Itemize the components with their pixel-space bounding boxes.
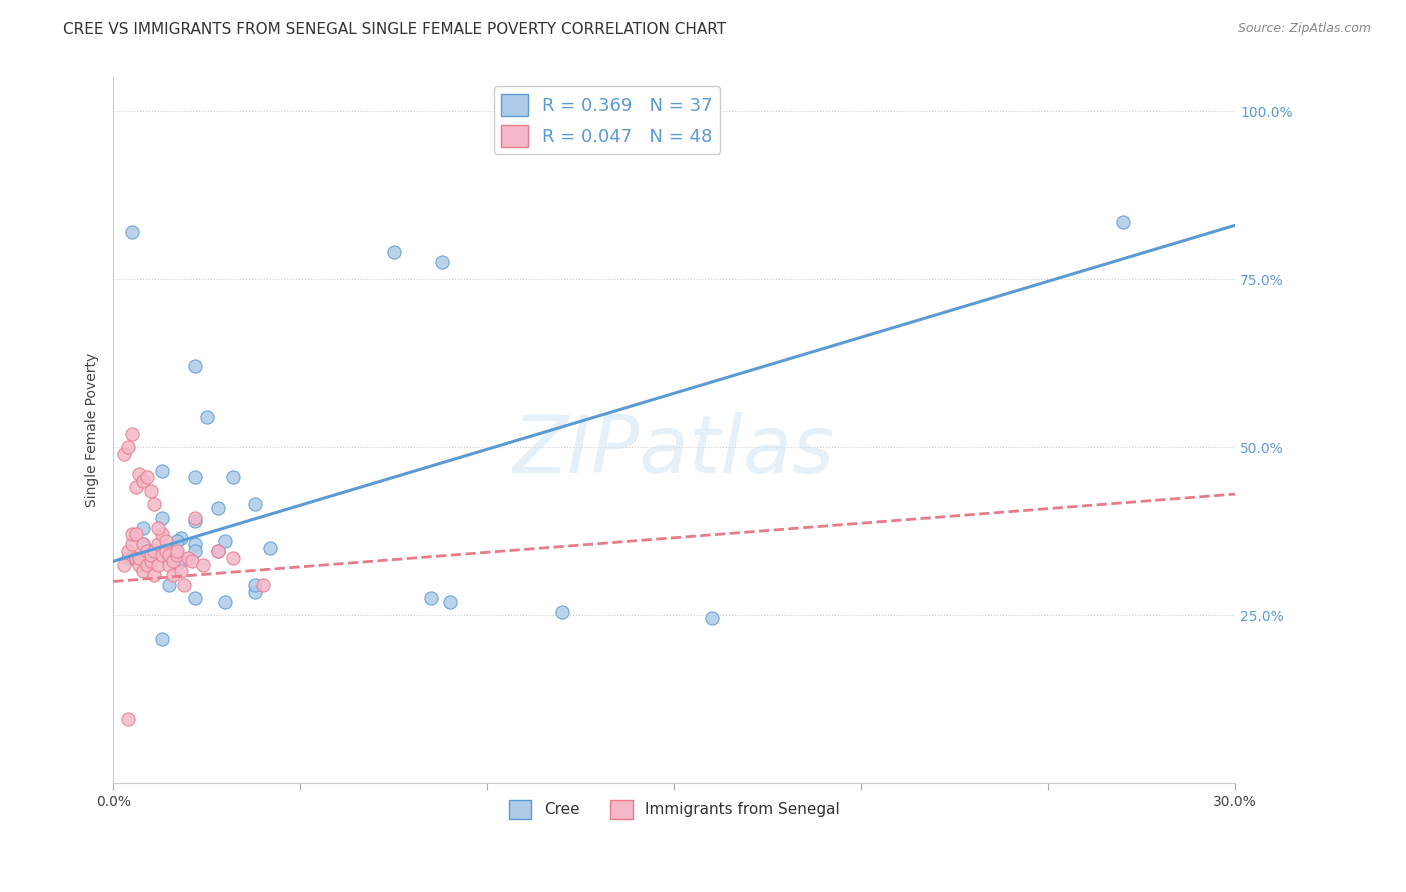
Point bbox=[132, 537, 155, 551]
Point bbox=[245, 497, 267, 511]
Point bbox=[150, 632, 173, 646]
Point bbox=[143, 544, 166, 558]
Point bbox=[135, 544, 157, 558]
Point bbox=[132, 565, 155, 579]
Point bbox=[184, 544, 207, 558]
Point bbox=[184, 514, 207, 528]
Point bbox=[117, 550, 139, 565]
Point bbox=[146, 537, 169, 551]
Point bbox=[150, 464, 173, 478]
Point bbox=[166, 534, 188, 549]
Point bbox=[207, 544, 229, 558]
Y-axis label: Single Female Poverty: Single Female Poverty bbox=[86, 353, 100, 508]
Point bbox=[157, 578, 180, 592]
Point bbox=[214, 534, 236, 549]
Point bbox=[245, 578, 267, 592]
Point bbox=[245, 584, 267, 599]
Point bbox=[143, 567, 166, 582]
Point bbox=[139, 544, 162, 558]
Point bbox=[166, 548, 188, 562]
Point bbox=[150, 510, 173, 524]
Point bbox=[184, 359, 207, 374]
Point bbox=[121, 537, 143, 551]
Point bbox=[169, 554, 191, 568]
Text: ZIPatlas: ZIPatlas bbox=[513, 412, 835, 491]
Point bbox=[259, 541, 281, 555]
Point bbox=[135, 558, 157, 572]
Point bbox=[184, 537, 207, 551]
Text: CREE VS IMMIGRANTS FROM SENEGAL SINGLE FEMALE POVERTY CORRELATION CHART: CREE VS IMMIGRANTS FROM SENEGAL SINGLE F… bbox=[63, 22, 727, 37]
Point bbox=[150, 548, 173, 562]
Point bbox=[382, 245, 405, 260]
Point bbox=[222, 550, 245, 565]
Point bbox=[177, 550, 200, 565]
Point bbox=[207, 544, 229, 558]
Point bbox=[132, 521, 155, 535]
Point bbox=[121, 426, 143, 441]
Point bbox=[124, 550, 146, 565]
Point bbox=[184, 591, 207, 606]
Point bbox=[150, 527, 173, 541]
Text: Source: ZipAtlas.com: Source: ZipAtlas.com bbox=[1237, 22, 1371, 36]
Point bbox=[162, 567, 184, 582]
Point bbox=[139, 548, 162, 562]
Point bbox=[146, 558, 169, 572]
Point bbox=[143, 497, 166, 511]
Point bbox=[184, 510, 207, 524]
Point bbox=[169, 531, 191, 545]
Point bbox=[132, 474, 155, 488]
Point bbox=[157, 548, 180, 562]
Point bbox=[252, 578, 274, 592]
Point bbox=[132, 537, 155, 551]
Point bbox=[551, 605, 574, 619]
Point bbox=[184, 470, 207, 484]
Point bbox=[222, 470, 245, 484]
Point bbox=[162, 554, 184, 568]
Point bbox=[112, 558, 135, 572]
Point bbox=[214, 594, 236, 608]
Point bbox=[173, 578, 195, 592]
Point bbox=[207, 500, 229, 515]
Point bbox=[439, 594, 461, 608]
Point bbox=[128, 550, 150, 565]
Point bbox=[180, 554, 202, 568]
Point bbox=[117, 440, 139, 454]
Point bbox=[112, 447, 135, 461]
Point bbox=[117, 544, 139, 558]
Point bbox=[146, 521, 169, 535]
Point bbox=[124, 527, 146, 541]
Point bbox=[195, 409, 218, 424]
Point bbox=[121, 550, 143, 565]
Point bbox=[155, 534, 177, 549]
Point bbox=[139, 554, 162, 568]
Point bbox=[121, 225, 143, 239]
Point bbox=[700, 611, 723, 625]
Point bbox=[139, 483, 162, 498]
Point bbox=[128, 558, 150, 572]
Point bbox=[166, 544, 188, 558]
Point bbox=[121, 527, 143, 541]
Point bbox=[1112, 215, 1135, 229]
Point bbox=[169, 565, 191, 579]
Point bbox=[191, 558, 214, 572]
Point bbox=[124, 480, 146, 494]
Point bbox=[117, 712, 139, 726]
Point bbox=[432, 255, 454, 269]
Point bbox=[682, 111, 704, 125]
Point bbox=[420, 591, 443, 606]
Point bbox=[157, 558, 180, 572]
Point bbox=[155, 544, 177, 558]
Point bbox=[128, 467, 150, 481]
Legend: Cree, Immigrants from Senegal: Cree, Immigrants from Senegal bbox=[502, 794, 846, 825]
Point bbox=[135, 470, 157, 484]
